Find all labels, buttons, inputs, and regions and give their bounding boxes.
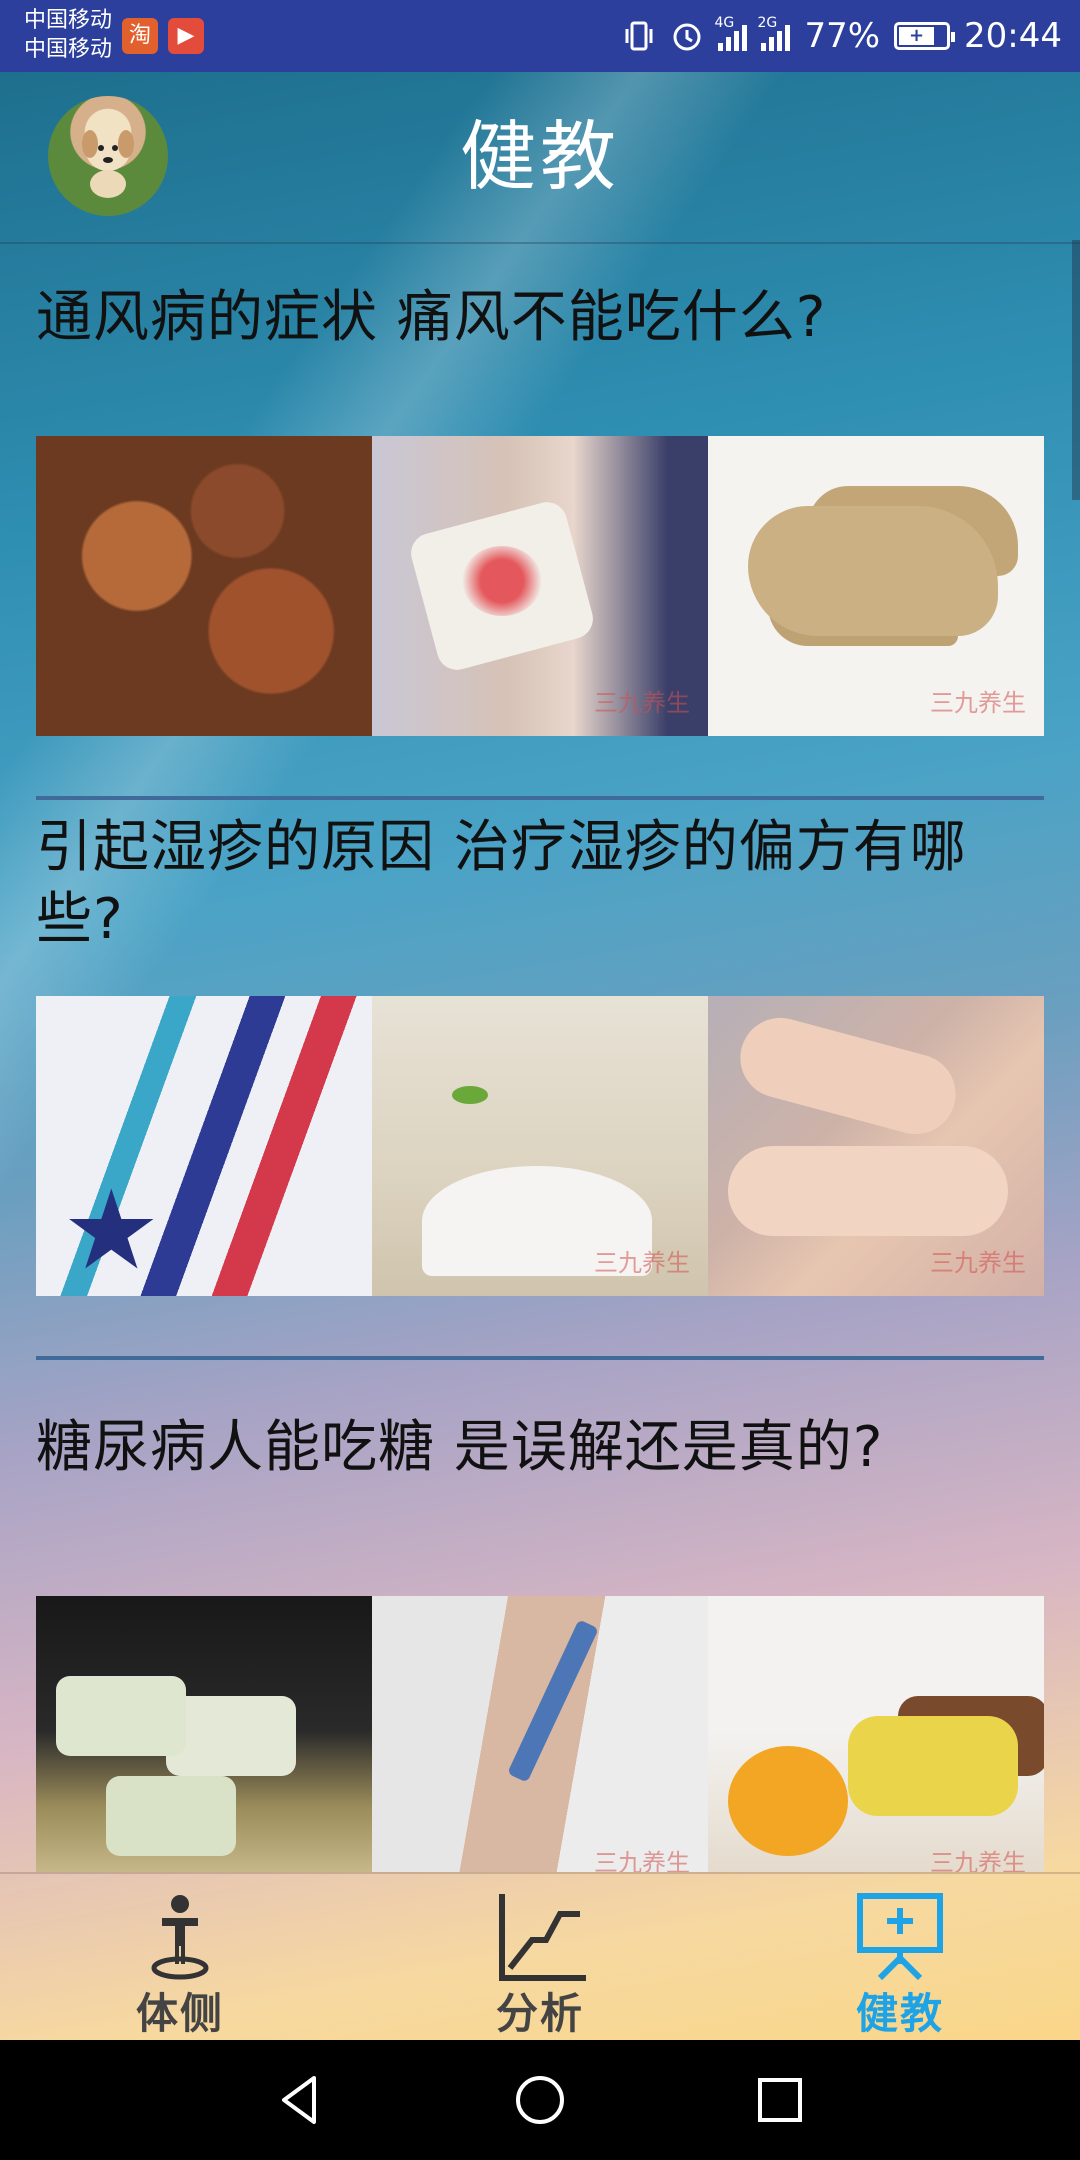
- thumbnail-braised-pork[interactable]: [36, 436, 372, 736]
- battery-percent: 77%: [804, 16, 881, 56]
- line-chart-icon: [499, 1894, 586, 1981]
- taobao-icon: 淘: [122, 18, 158, 54]
- home-icon[interactable]: [510, 2070, 570, 2130]
- watermark: 三九养生: [930, 1849, 1026, 1872]
- thumbnail-sugar-candies[interactable]: [36, 1596, 372, 1872]
- thumbnail-salt[interactable]: 三九养生: [372, 996, 708, 1296]
- article-thumbnails[interactable]: 三九养生 三九养生: [36, 1596, 1044, 1872]
- article-title[interactable]: 引起湿疹的原因 治疗湿疹的偏方有哪些?: [36, 815, 967, 952]
- article-title[interactable]: 通风病的症状 痛风不能吃什么?: [36, 285, 827, 350]
- clock: 20:44: [964, 16, 1062, 56]
- watermark: 三九养生: [930, 1249, 1026, 1277]
- tab-label: 体侧: [135, 1989, 224, 2038]
- signal-4g-icon: 4G: [714, 15, 748, 51]
- article-card[interactable]: 通风病的症状 痛风不能吃什么? 三九养生 三九养生: [36, 282, 1044, 800]
- divider: [36, 1356, 1044, 1360]
- scrollbar[interactable]: [1072, 240, 1080, 500]
- person-standing-icon: [151, 1895, 209, 1980]
- article-card[interactable]: 引起湿疹的原因 治疗湿疹的偏方有哪些? 三九养生 三九养生: [36, 812, 1044, 1360]
- tab-test[interactable]: 体侧: [0, 1874, 360, 2042]
- tab-analysis[interactable]: 分析: [360, 1874, 720, 2042]
- status-indicators: 4G 2G 77% + 20:44: [622, 0, 1062, 72]
- presentation-board-icon: [857, 1893, 943, 1981]
- system-navigation-bar: [0, 2040, 1080, 2160]
- thumbnail-scratching-arm[interactable]: 三九养生: [708, 996, 1044, 1296]
- watermark: 三九养生: [594, 1249, 690, 1277]
- thumbnail-fruit-candy[interactable]: 三九养生: [708, 1596, 1044, 1872]
- article-feed[interactable]: 通风病的症状 痛风不能吃什么? 三九养生 三九养生 引起湿疹的原因 治疗湿疹的偏…: [0, 242, 1080, 1872]
- article-thumbnails[interactable]: 三九养生 三九养生: [36, 436, 1044, 736]
- vibrate-icon: [625, 21, 653, 51]
- carrier-labels: 中国移动 中国移动: [24, 6, 112, 64]
- watermark: 三九养生: [930, 689, 1026, 717]
- tab-label: 分析: [495, 1989, 584, 2038]
- video-app-icon: ▶: [168, 18, 204, 54]
- dog-avatar-icon: [82, 130, 134, 198]
- article-card[interactable]: 糖尿病人能吃糖 是误解还是真的? 三九养生 三九养生: [36, 1412, 1044, 1872]
- thumbnail-ginger[interactable]: 三九养生: [708, 436, 1044, 736]
- carrier-1: 中国移动: [24, 8, 113, 33]
- alarm-icon: [673, 23, 701, 51]
- app-header: 健教: [0, 72, 1080, 244]
- signal-2g-icon: 2G: [757, 15, 791, 51]
- article-title[interactable]: 糖尿病人能吃糖 是误解还是真的?: [36, 1415, 884, 1480]
- divider: [36, 796, 1044, 800]
- thumbnail-striped-towel[interactable]: [36, 996, 372, 1296]
- thumbnail-insulin-injection[interactable]: 三九养生: [372, 1596, 708, 1872]
- tab-label: 健教: [855, 1989, 944, 2038]
- thumbnail-knee-bandage[interactable]: 三九养生: [372, 436, 708, 736]
- bottom-navigation: 体侧 分析 健教: [0, 1872, 1080, 2042]
- avatar[interactable]: [48, 96, 168, 216]
- recents-icon[interactable]: [750, 2070, 810, 2130]
- tab-health-education[interactable]: 健教: [720, 1874, 1080, 2042]
- article-thumbnails[interactable]: 三九养生 三九养生: [36, 996, 1044, 1296]
- back-icon[interactable]: [270, 2070, 330, 2130]
- carrier-2: 中国移动: [24, 37, 113, 62]
- watermark: 三九养生: [594, 1849, 690, 1872]
- page-title: 健教: [460, 112, 620, 201]
- battery-icon: +: [894, 22, 956, 50]
- status-bar: 中国移动 中国移动 淘 ▶ 4G 2G 77% + 20:44: [0, 0, 1080, 72]
- watermark: 三九养生: [594, 689, 690, 717]
